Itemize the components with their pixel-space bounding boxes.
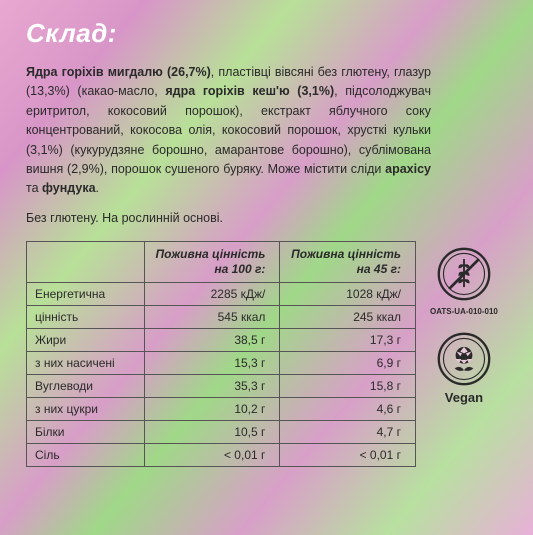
nutrient-value-100g: 10,5 г	[144, 420, 280, 443]
nutrient-label: Сіль	[27, 443, 145, 466]
nutrient-label: з них насичені	[27, 351, 145, 374]
nutrient-value-45g: 15,8 г	[280, 374, 416, 397]
dietary-note: Без глютену. На рослинній основі.	[26, 211, 511, 225]
nutrient-value-45g: 4,7 г	[280, 420, 416, 443]
table-row: Енергетична2285 кДж/1028 кДж/	[27, 282, 416, 305]
table-row: з них цукри10,2 г4,6 г	[27, 397, 416, 420]
nutrient-value-45g: 6,9 г	[280, 351, 416, 374]
section-title: Склад:	[26, 18, 511, 49]
table-header-blank	[27, 241, 145, 282]
nutrient-value-100g: 38,5 г	[144, 328, 280, 351]
table-row: з них насичені15,3 г6,9 г	[27, 351, 416, 374]
nutrient-value-100g: 15,3 г	[144, 351, 280, 374]
nutrient-value-100g: < 0,01 г	[144, 443, 280, 466]
nutrient-label: Вуглеводи	[27, 374, 145, 397]
nutrient-value-45g: 1028 кДж/	[280, 282, 416, 305]
table-row: Вуглеводи35,3 г15,8 г	[27, 374, 416, 397]
nutrient-label: Білки	[27, 420, 145, 443]
nutrient-value-45g: < 0,01 г	[280, 443, 416, 466]
table-row: Білки10,5 г4,7 г	[27, 420, 416, 443]
gluten-free-icon	[435, 245, 493, 303]
ingredients-text: Ядра горіхів мигдалю (26,7%), пластівці …	[26, 63, 511, 199]
nutrient-value-100g: 10,2 г	[144, 397, 280, 420]
nutrient-value-100g: 2285 кДж/	[144, 282, 280, 305]
nutrient-value-45g: 17,3 г	[280, 328, 416, 351]
nutrient-label: цінність	[27, 305, 145, 328]
nutrient-value-45g: 4,6 г	[280, 397, 416, 420]
vegan-label: Vegan	[445, 390, 483, 405]
table-header-100g: Поживна цінність на 100 г:	[144, 241, 280, 282]
nutrient-value-100g: 545 ккал	[144, 305, 280, 328]
certification-column: OATS-UA-010-010 Vegan	[430, 241, 498, 405]
nutrient-value-45g: 245 ккал	[280, 305, 416, 328]
nutrient-label: Жири	[27, 328, 145, 351]
gluten-free-code: OATS-UA-010-010	[430, 307, 498, 316]
nutrient-value-100g: 35,3 г	[144, 374, 280, 397]
vegan-icon	[435, 330, 493, 388]
nutrition-table: Поживна цінність на 100 г: Поживна цінні…	[26, 241, 416, 467]
table-row: Сіль< 0,01 г< 0,01 г	[27, 443, 416, 466]
nutrient-label: з них цукри	[27, 397, 145, 420]
table-row: Жири38,5 г17,3 г	[27, 328, 416, 351]
table-row: цінність545 ккал245 ккал	[27, 305, 416, 328]
table-header-45g: Поживна цінність на 45 г:	[280, 241, 416, 282]
nutrient-label: Енергетична	[27, 282, 145, 305]
